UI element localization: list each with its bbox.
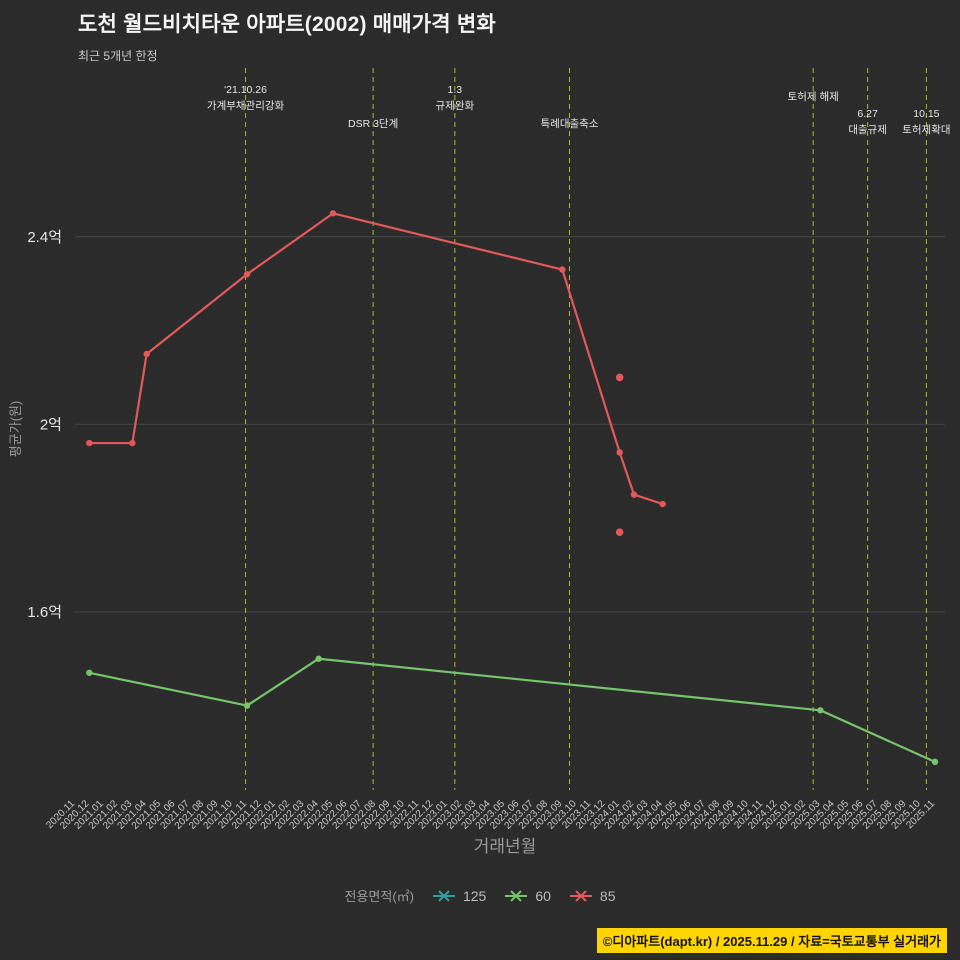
legend: 전용면적(㎡) 125 60 85 bbox=[0, 886, 960, 905]
data-point bbox=[243, 702, 251, 709]
data-point bbox=[315, 655, 322, 662]
footer: ©디아파트(dapt.kr) / 2025.11.29 / 자료=국토교통부 실… bbox=[596, 928, 947, 953]
source-credit: ©디아파트(dapt.kr) / 2025.11.29 / 자료=국토교통부 실… bbox=[596, 928, 947, 953]
page-title: 도천 월드비치타운 아파트(2002) 매매가격 변화 bbox=[78, 13, 496, 36]
series-60 bbox=[86, 655, 939, 766]
legend-marker-icon bbox=[569, 889, 592, 902]
data-point bbox=[817, 707, 824, 714]
legend-marker-icon bbox=[432, 889, 455, 902]
annotation-label: 대출규제 bbox=[848, 124, 887, 136]
series-line bbox=[88, 212, 664, 506]
legend-item-label: 60 bbox=[535, 887, 551, 904]
data-point bbox=[329, 210, 337, 217]
annotation-label: DSR 3단계 bbox=[348, 118, 398, 130]
annotation-label: 규제완화 bbox=[436, 99, 475, 112]
data-point bbox=[143, 350, 150, 358]
isolated-data-point bbox=[615, 528, 624, 536]
series-85 bbox=[86, 210, 666, 536]
legend-item-label: 85 bbox=[599, 887, 616, 904]
legend-item-125[interactable]: 125 bbox=[432, 888, 486, 904]
legend-item-60[interactable]: 60 bbox=[504, 888, 551, 904]
annotation-label: 1.3 bbox=[448, 84, 463, 96]
annotation-label: 토허제 해제 bbox=[788, 90, 839, 103]
legend-item-label: 125 bbox=[462, 887, 487, 904]
y-axis-title: 평균가(원) bbox=[8, 401, 23, 458]
chart-header: 도천 월드비치타운 아파트(2002) 매매가격 변화 최근 5개년 한정 bbox=[78, 8, 496, 64]
data-point bbox=[243, 271, 251, 278]
annotation-label: 10.15 bbox=[913, 108, 939, 120]
data-point bbox=[931, 758, 939, 766]
data-point bbox=[129, 439, 136, 447]
annotation-label: 가계부채관리강화 bbox=[207, 100, 285, 112]
page-subtitle: 최근 5개년 한정 bbox=[78, 49, 158, 63]
x-axis-title: 거래년월 bbox=[474, 837, 537, 856]
data-point bbox=[616, 449, 623, 456]
data-point bbox=[86, 439, 93, 447]
y-tick-label: 2.4억 bbox=[27, 229, 62, 246]
y-tick-label: 2억 bbox=[40, 416, 62, 433]
annotation-label: '21.10.26 bbox=[224, 84, 267, 96]
x-tick-labels: 2020.112020.122021.012021.022021.032021.… bbox=[44, 798, 937, 832]
legend-title: 전용면적(㎡) bbox=[344, 889, 414, 904]
annotation-label: 6.27 bbox=[857, 108, 878, 120]
isolated-data-point bbox=[615, 373, 624, 382]
data-point bbox=[559, 266, 566, 273]
series-line bbox=[88, 657, 937, 763]
data-point bbox=[659, 500, 666, 508]
data-point bbox=[630, 491, 638, 498]
annotation-label: 특례대출축소 bbox=[541, 118, 599, 130]
annotation-label: 토허제확대 bbox=[902, 123, 950, 136]
data-point bbox=[86, 669, 93, 676]
y-tick-label: 1.6억 bbox=[27, 604, 62, 621]
legend-item-85[interactable]: 85 bbox=[569, 888, 616, 904]
gridlines: 2.4억 2억 1.6억 bbox=[27, 229, 945, 621]
legend-items: 125 60 85 bbox=[432, 888, 616, 904]
legend-marker-icon bbox=[505, 889, 528, 902]
